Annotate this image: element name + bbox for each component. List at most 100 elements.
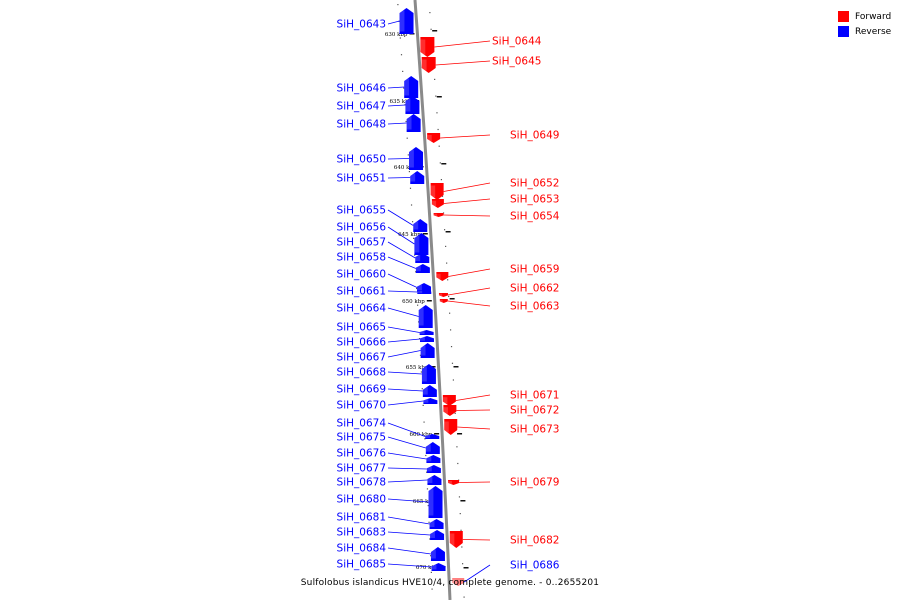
- reverse-gene-label[interactable]: SiH_0660: [337, 269, 386, 281]
- scale-dot: [423, 421, 425, 423]
- reverse-gene-label[interactable]: SiH_0646: [337, 83, 387, 95]
- gene-leader-line: [387, 326, 420, 333]
- reverse-gene-label[interactable]: SiH_0674: [337, 418, 387, 430]
- reverse-gene-label[interactable]: SiH_0685: [337, 559, 386, 571]
- forward-gene-label[interactable]: SiH_0662: [510, 283, 559, 295]
- scale-dot: [415, 271, 417, 273]
- reverse-gene-label[interactable]: SiH_0670: [337, 400, 386, 412]
- reverse-gene-label[interactable]: SiH_0664: [337, 303, 387, 315]
- forward-gene-label[interactable]: SiH_0645: [492, 56, 541, 68]
- forward-gene-glyph: [444, 419, 458, 435]
- gene-leader-line: [387, 371, 422, 375]
- reverse-gene-label[interactable]: SiH_0656: [337, 222, 387, 234]
- gene-leader-line: [434, 40, 491, 48]
- reverse-gene-glyph: [415, 264, 430, 273]
- reverse-gene-label[interactable]: SiH_0655: [337, 205, 386, 217]
- reverse-gene-label[interactable]: SiH_0668: [337, 367, 386, 379]
- scale-dot: [460, 529, 462, 531]
- reverse-gene-glyph: [422, 385, 437, 397]
- scale-dots: [397, 4, 469, 598]
- legend-reverse-label: Reverse: [855, 26, 892, 37]
- forward-swatch: [838, 11, 849, 22]
- scale-dot: [439, 162, 441, 164]
- gene-leader-line: [387, 498, 429, 503]
- forward-gene-label[interactable]: SiH_0654: [510, 211, 560, 223]
- scale-dash: [460, 500, 466, 502]
- scale-dot: [448, 295, 450, 298]
- scale-dot: [434, 78, 436, 80]
- scale-dot: [427, 505, 429, 507]
- forward-gene-label[interactable]: SiH_0682: [510, 535, 559, 547]
- forward-gene-label[interactable]: SiH_0679: [510, 477, 559, 489]
- tick-label: 645 kbp: [398, 232, 421, 238]
- gene-leader-line: [462, 539, 491, 541]
- forward-gene-label[interactable]: SiH_0653: [510, 194, 559, 206]
- reverse-gene-label[interactable]: SiH_0669: [337, 384, 386, 396]
- gene-leader-line: [387, 563, 432, 568]
- gene-leader-line: [387, 479, 428, 483]
- gene-leader-line: [387, 273, 418, 288]
- reverse-gene-label[interactable]: SiH_0667: [337, 352, 386, 364]
- reverse-gene-label[interactable]: SiH_0651: [337, 173, 386, 185]
- scale-dot: [459, 513, 461, 515]
- forward-gene-label[interactable]: SiH_0672: [510, 405, 559, 417]
- reverse-gene-label[interactable]: SiH_0643: [337, 19, 386, 31]
- forward-gene-label[interactable]: SiH_0663: [510, 301, 559, 313]
- scale-dot: [414, 254, 416, 256]
- forward-gene-label[interactable]: SiH_0659: [510, 264, 559, 276]
- forward-gene-label[interactable]: SiH_0652: [510, 178, 559, 190]
- scale-dot: [413, 237, 415, 239]
- reverse-gene-label[interactable]: SiH_0647: [337, 101, 386, 113]
- gene-leader-line: [447, 300, 491, 307]
- scale-dot: [417, 304, 419, 306]
- scale-dot: [400, 54, 403, 56]
- gene-leader-line: [447, 287, 491, 296]
- reverse-gene-glyph: [428, 486, 443, 518]
- reverse-gene-label[interactable]: SiH_0681: [337, 512, 386, 524]
- reverse-gene-label[interactable]: SiH_0650: [337, 154, 386, 166]
- scale-dot: [429, 538, 431, 540]
- legend-reverse: Reverse: [838, 24, 891, 39]
- reverse-gene-glyph: [419, 336, 434, 342]
- reverse-gene-label[interactable]: SiH_0675: [337, 432, 386, 444]
- tick-label: 640 kbp: [394, 165, 417, 171]
- tick-label: 635 kbp: [390, 99, 413, 105]
- reverse-gene-label[interactable]: SiH_0683: [337, 527, 386, 539]
- gene-leader-line: [457, 426, 491, 430]
- reverse-gene-label[interactable]: SiH_0661: [337, 286, 386, 298]
- reverse-gene-label[interactable]: SiH_0678: [337, 477, 386, 489]
- forward-gene-label[interactable]: SiH_0671: [510, 390, 559, 402]
- scale-dot: [410, 204, 413, 206]
- scale-dot: [452, 379, 454, 381]
- forward-gene-label[interactable]: SiH_0686: [510, 560, 560, 572]
- forward-gene-glyph: [430, 183, 444, 200]
- reverse-gene-label[interactable]: SiH_0666: [337, 337, 387, 349]
- scale-dot: [438, 145, 440, 147]
- reverse-gene-label[interactable]: SiH_0665: [337, 322, 386, 334]
- forward-gene-label[interactable]: SiH_0644: [492, 36, 542, 48]
- legend-forward: Forward: [838, 9, 891, 24]
- reverse-gene-label[interactable]: SiH_0677: [337, 463, 386, 475]
- scale-dot: [425, 454, 427, 457]
- scale-dot: [409, 187, 412, 189]
- scale-dot: [440, 179, 443, 181]
- gene-leader-line: [387, 104, 406, 107]
- reverse-gene-label[interactable]: SiH_0657: [337, 237, 386, 249]
- reverse-swatch: [838, 26, 849, 37]
- forward-gene-label[interactable]: SiH_0649: [510, 130, 559, 142]
- gene-leader-line: [387, 422, 426, 437]
- forward-gene-glyph: [427, 133, 441, 143]
- reverse-gene-label[interactable]: SiH_0676: [337, 448, 387, 460]
- reverse-gene-label[interactable]: SiH_0658: [337, 252, 386, 264]
- reverse-gene-label[interactable]: SiH_0680: [337, 494, 386, 506]
- reverse-gene-label[interactable]: SiH_0684: [337, 543, 387, 555]
- scale-dot: [441, 195, 444, 197]
- scale-dot: [418, 338, 421, 340]
- forward-gene-label[interactable]: SiH_0673: [510, 424, 559, 436]
- scale-dot: [428, 521, 430, 523]
- reverse-gene-glyph: [417, 283, 432, 292]
- scale-dash: [463, 567, 469, 569]
- scale-dot: [430, 571, 432, 573]
- reverse-gene-label[interactable]: SiH_0648: [337, 119, 386, 131]
